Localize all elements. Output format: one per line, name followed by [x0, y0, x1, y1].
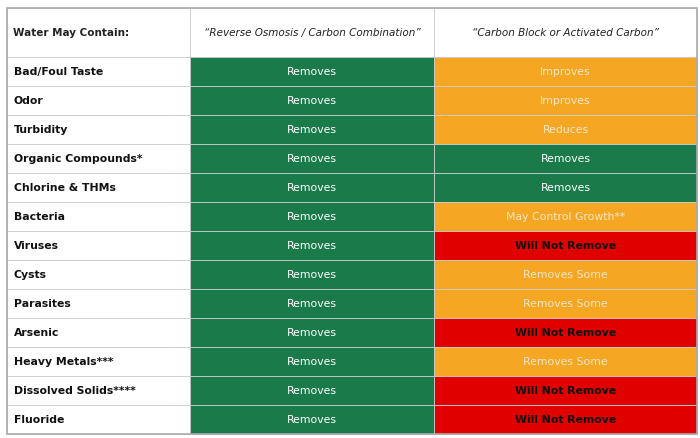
- Text: Reduces: Reduces: [542, 125, 589, 135]
- FancyBboxPatch shape: [435, 87, 696, 116]
- FancyBboxPatch shape: [190, 376, 435, 405]
- FancyBboxPatch shape: [435, 260, 696, 289]
- Text: Turbidity: Turbidity: [14, 125, 69, 135]
- FancyBboxPatch shape: [435, 58, 696, 87]
- FancyBboxPatch shape: [190, 202, 435, 231]
- FancyBboxPatch shape: [7, 87, 190, 116]
- Text: Removes Some: Removes Some: [523, 298, 608, 308]
- FancyBboxPatch shape: [435, 173, 696, 202]
- Text: Removes Some: Removes Some: [523, 357, 608, 366]
- Text: Removes: Removes: [287, 154, 337, 164]
- Text: Parasites: Parasites: [14, 298, 71, 308]
- FancyBboxPatch shape: [435, 376, 696, 405]
- Text: Odor: Odor: [14, 96, 43, 106]
- FancyBboxPatch shape: [435, 145, 696, 173]
- Text: Viruses: Viruses: [14, 240, 59, 251]
- FancyBboxPatch shape: [435, 347, 696, 376]
- Text: Bad/Foul Taste: Bad/Foul Taste: [14, 67, 104, 77]
- FancyBboxPatch shape: [7, 145, 190, 173]
- FancyBboxPatch shape: [190, 58, 435, 87]
- Text: Removes: Removes: [287, 385, 337, 395]
- Text: Removes: Removes: [287, 327, 337, 337]
- FancyBboxPatch shape: [7, 405, 190, 434]
- Text: Heavy Metals***: Heavy Metals***: [14, 357, 113, 366]
- FancyBboxPatch shape: [7, 58, 190, 87]
- FancyBboxPatch shape: [190, 145, 435, 173]
- FancyBboxPatch shape: [435, 289, 696, 318]
- FancyBboxPatch shape: [7, 347, 190, 376]
- Text: Removes Some: Removes Some: [523, 269, 608, 279]
- Text: “Carbon Block or Activated Carbon”: “Carbon Block or Activated Carbon”: [472, 28, 659, 38]
- FancyBboxPatch shape: [190, 347, 435, 376]
- Text: Removes: Removes: [287, 269, 337, 279]
- FancyBboxPatch shape: [7, 289, 190, 318]
- FancyBboxPatch shape: [7, 376, 190, 405]
- FancyBboxPatch shape: [190, 9, 435, 58]
- Text: Cysts: Cysts: [14, 269, 47, 279]
- FancyBboxPatch shape: [7, 116, 190, 145]
- Text: Arsenic: Arsenic: [14, 327, 60, 337]
- FancyBboxPatch shape: [190, 116, 435, 145]
- FancyBboxPatch shape: [7, 9, 190, 58]
- Text: Improves: Improves: [540, 96, 591, 106]
- Text: Will Not Remove: Will Not Remove: [515, 240, 616, 251]
- Text: Removes: Removes: [540, 154, 591, 164]
- FancyBboxPatch shape: [7, 173, 190, 202]
- Text: Will Not Remove: Will Not Remove: [515, 327, 616, 337]
- FancyBboxPatch shape: [7, 202, 190, 231]
- FancyBboxPatch shape: [190, 405, 435, 434]
- Text: Will Not Remove: Will Not Remove: [515, 414, 616, 424]
- Text: “Reverse Osmosis / Carbon Combination”: “Reverse Osmosis / Carbon Combination”: [204, 28, 421, 38]
- Text: May Control Growth**: May Control Growth**: [506, 212, 625, 222]
- Text: Removes: Removes: [287, 357, 337, 366]
- FancyBboxPatch shape: [190, 260, 435, 289]
- FancyBboxPatch shape: [190, 318, 435, 347]
- FancyBboxPatch shape: [435, 9, 696, 58]
- FancyBboxPatch shape: [7, 260, 190, 289]
- FancyBboxPatch shape: [190, 173, 435, 202]
- Text: Will Not Remove: Will Not Remove: [515, 385, 616, 395]
- Text: Removes: Removes: [540, 183, 591, 193]
- Text: Removes: Removes: [287, 183, 337, 193]
- FancyBboxPatch shape: [435, 202, 696, 231]
- FancyBboxPatch shape: [435, 405, 696, 434]
- Text: Water May Contain:: Water May Contain:: [13, 28, 129, 38]
- FancyBboxPatch shape: [7, 231, 190, 260]
- Text: Removes: Removes: [287, 240, 337, 251]
- Text: Removes: Removes: [287, 212, 337, 222]
- Text: Fluoride: Fluoride: [14, 414, 64, 424]
- Text: Removes: Removes: [287, 414, 337, 424]
- FancyBboxPatch shape: [190, 87, 435, 116]
- Text: Removes: Removes: [287, 298, 337, 308]
- FancyBboxPatch shape: [7, 318, 190, 347]
- FancyBboxPatch shape: [190, 289, 435, 318]
- Text: Chlorine & THMs: Chlorine & THMs: [14, 183, 116, 193]
- Text: Removes: Removes: [287, 96, 337, 106]
- FancyBboxPatch shape: [435, 116, 696, 145]
- Text: Removes: Removes: [287, 67, 337, 77]
- Text: Improves: Improves: [540, 67, 591, 77]
- Text: Bacteria: Bacteria: [14, 212, 65, 222]
- FancyBboxPatch shape: [190, 231, 435, 260]
- FancyBboxPatch shape: [435, 231, 696, 260]
- Text: Organic Compounds*: Organic Compounds*: [14, 154, 143, 164]
- Text: Removes: Removes: [287, 125, 337, 135]
- Text: Dissolved Solids****: Dissolved Solids****: [14, 385, 136, 395]
- FancyBboxPatch shape: [435, 318, 696, 347]
